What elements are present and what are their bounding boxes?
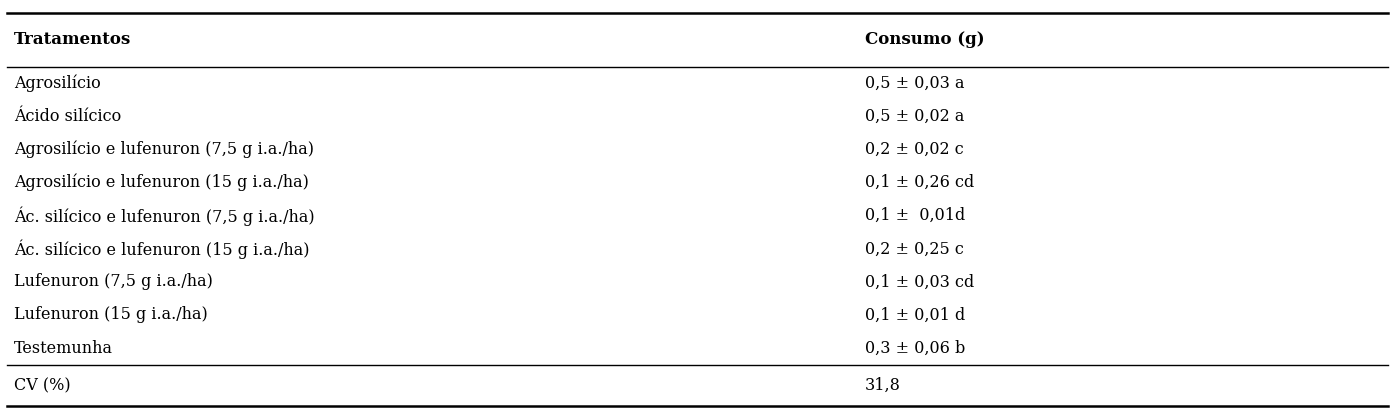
Text: 0,1 ± 0,26 cd: 0,1 ± 0,26 cd [865, 174, 974, 191]
Text: 0,1 ± 0,03 cd: 0,1 ± 0,03 cd [865, 273, 974, 290]
Text: Agrosilício e lufenuron (7,5 g i.a./ha): Agrosilício e lufenuron (7,5 g i.a./ha) [14, 141, 314, 158]
Text: 31,8: 31,8 [865, 377, 901, 394]
Text: Consumo (g): Consumo (g) [865, 31, 985, 48]
Text: Testemunha: Testemunha [14, 339, 113, 357]
Text: 0,3 ± 0,06 b: 0,3 ± 0,06 b [865, 339, 965, 357]
Text: Ácido silícico: Ácido silícico [14, 108, 121, 125]
Text: 0,2 ± 0,02 c: 0,2 ± 0,02 c [865, 141, 964, 158]
Text: 0,5 ± 0,02 a: 0,5 ± 0,02 a [865, 108, 964, 125]
Text: 0,1 ± 0,01 d: 0,1 ± 0,01 d [865, 306, 965, 323]
Text: CV (%): CV (%) [14, 377, 71, 394]
Text: 0,2 ± 0,25 c: 0,2 ± 0,25 c [865, 241, 964, 257]
Text: Tratamentos: Tratamentos [14, 31, 131, 48]
Text: Agrosilício: Agrosilício [14, 75, 100, 92]
Text: Ác. silícico e lufenuron (7,5 g i.a./ha): Ác. silícico e lufenuron (7,5 g i.a./ha) [14, 206, 315, 225]
Text: 0,5 ± 0,03 a: 0,5 ± 0,03 a [865, 75, 964, 92]
Text: Lufenuron (7,5 g i.a./ha): Lufenuron (7,5 g i.a./ha) [14, 273, 213, 290]
Text: Agrosilício e lufenuron (15 g i.a./ha): Agrosilício e lufenuron (15 g i.a./ha) [14, 174, 308, 191]
Text: Lufenuron (15 g i.a./ha): Lufenuron (15 g i.a./ha) [14, 306, 208, 323]
Text: Ác. silícico e lufenuron (15 g i.a./ha): Ác. silícico e lufenuron (15 g i.a./ha) [14, 239, 310, 259]
Text: 0,1 ±  0,01d: 0,1 ± 0,01d [865, 207, 965, 224]
